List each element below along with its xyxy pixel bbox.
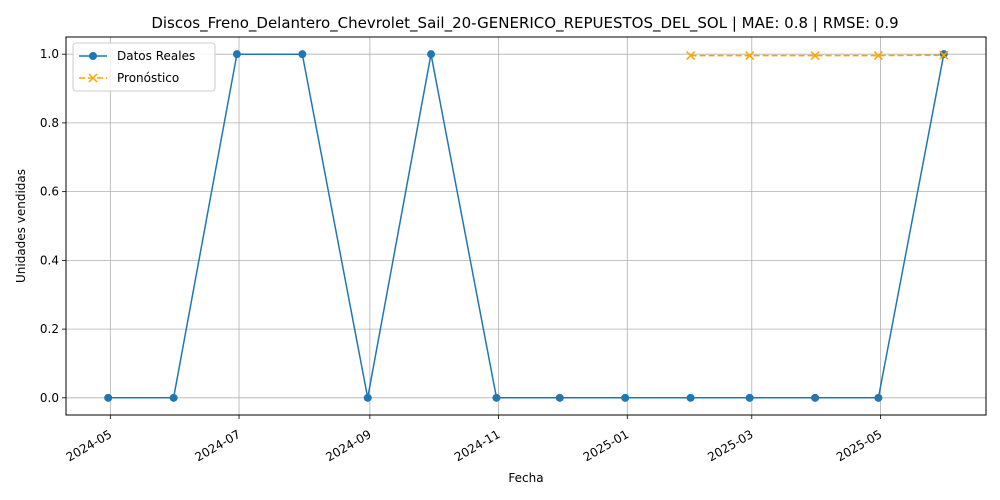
- data-point: [745, 393, 754, 402]
- y-axis: 0.0 0.2 0.4 0.6 0.8 1.0: [40, 47, 66, 405]
- x-axis-label: Fecha: [508, 471, 543, 485]
- grid: [66, 37, 986, 415]
- legend-box: [72, 42, 216, 92]
- series-layer: [104, 50, 949, 402]
- forecast-point: [745, 51, 755, 61]
- y-tick-label: 1.0: [40, 47, 59, 61]
- y-axis-label: Unidades vendidas: [14, 169, 28, 283]
- forecast-point: [939, 50, 949, 60]
- chart-title: Discos_Freno_Delantero_Chevrolet_Sail_20…: [151, 14, 898, 33]
- y-tick-label: 0.8: [40, 116, 59, 130]
- data-point: [298, 50, 307, 59]
- plot-frame: [65, 36, 987, 416]
- data-point: [874, 393, 883, 402]
- data-point: [232, 50, 241, 59]
- forecast-point: [686, 51, 696, 61]
- data-point: [169, 393, 178, 402]
- marker-stroke: [686, 51, 696, 61]
- data-point: [104, 393, 113, 402]
- forecast-point: [873, 51, 883, 61]
- data-point: [686, 393, 695, 402]
- series-line-0: [108, 53, 945, 399]
- y-tick-label: 0.0: [40, 391, 59, 405]
- marker-stroke: [810, 51, 820, 61]
- marker-stroke: [745, 51, 755, 61]
- legend-marker: [89, 52, 97, 60]
- forecast-point: [810, 51, 820, 61]
- legend: Datos Reales Pronóstico: [72, 42, 216, 92]
- y-tick-label: 0.6: [40, 185, 59, 199]
- data-point: [555, 393, 564, 402]
- data-point: [621, 393, 630, 402]
- data-point: [427, 50, 436, 59]
- marker-stroke: [939, 50, 949, 60]
- legend-marker: [88, 73, 98, 83]
- y-tick-label: 0.2: [40, 322, 59, 336]
- marker-stroke: [873, 51, 883, 61]
- legend-label: Pronóstico: [117, 71, 179, 85]
- legend-label: Datos Reales: [117, 49, 195, 63]
- data-point: [492, 393, 501, 402]
- data-point: [811, 393, 820, 402]
- y-tick-label: 0.4: [40, 253, 59, 267]
- data-point: [363, 393, 372, 402]
